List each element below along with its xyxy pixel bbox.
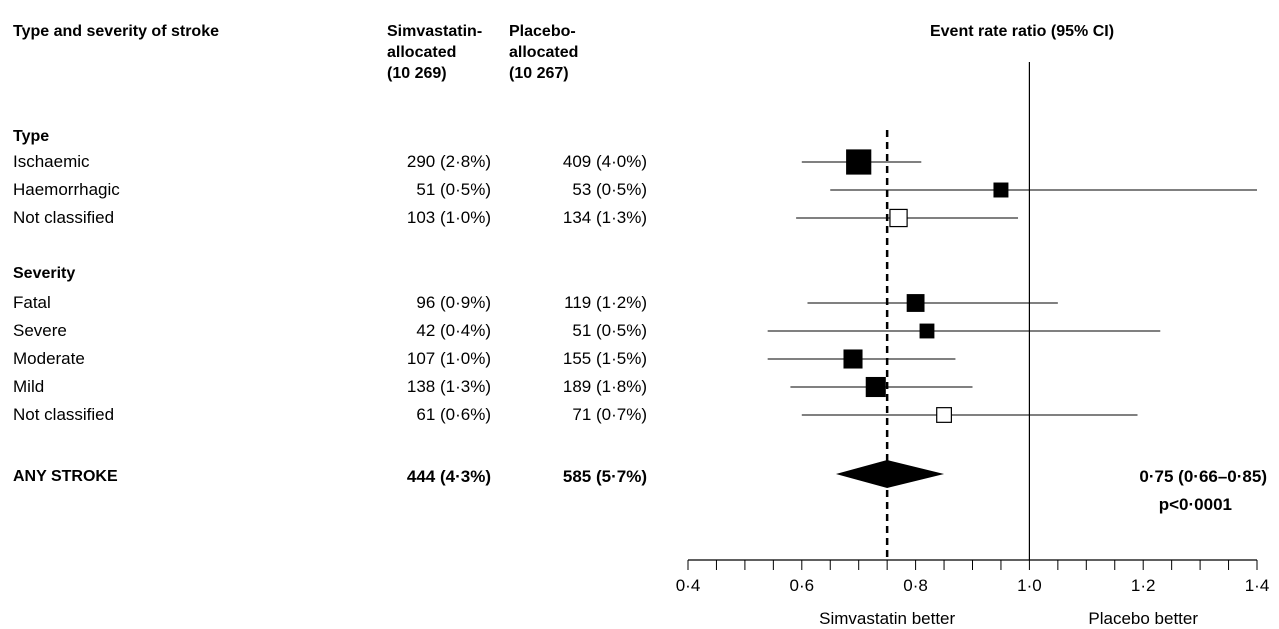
section-heading-severity: Severity — [13, 265, 76, 282]
axis-label-simvastatin-better: Simvastatin better — [819, 609, 955, 628]
row-placebo-ischaemic: 409 (4·0%) — [562, 152, 647, 171]
row-simva-fatal: 96 (0·9%) — [416, 293, 491, 312]
row-label-moderate: Moderate — [13, 349, 85, 368]
row-simva-ischaemic: 290 (2·8%) — [406, 152, 491, 171]
row-label-severe: Severe — [13, 321, 67, 340]
overall-diamond — [835, 460, 945, 488]
row-placebo-severe: 51 (0·5%) — [572, 321, 647, 340]
row-placebo-fatal: 119 (1·2%) — [564, 293, 647, 312]
x-tick-label: 0·8 — [903, 576, 928, 595]
column-header-type: Type and severity of stroke — [13, 23, 219, 40]
chart-title: Event rate ratio (95% CI) — [929, 23, 1115, 40]
summary-p-value: p<0·0001 — [1158, 495, 1232, 514]
x-tick-label: 1·4 — [1245, 576, 1270, 595]
estimate-box — [846, 149, 872, 175]
row-label-haemorrhagic: Haemorrhagic — [13, 180, 120, 199]
row-placebo-moderate: 155 (1·5%) — [562, 349, 647, 368]
row-label-ischaemic: Ischaemic — [13, 152, 90, 171]
estimate-box — [936, 407, 952, 423]
estimate-box — [843, 349, 863, 369]
x-tick-label: 0·6 — [790, 576, 815, 595]
row-label-type-not-classified: Not classified — [13, 208, 115, 227]
simvastatin-header-line-1: Simvastatin- — [387, 23, 483, 40]
estimate-box — [865, 376, 886, 398]
row-simva-severe: 42 (0·4%) — [416, 321, 491, 340]
section-heading-type: Type — [13, 128, 50, 145]
row-simva-mild: 138 (1·3%) — [406, 377, 491, 396]
axis-label-placebo-better: Placebo better — [1088, 609, 1198, 628]
row-label-fatal: Fatal — [13, 293, 51, 312]
row-simva-severity-not-classified: 61 (0·6%) — [416, 405, 491, 424]
row-simva-haemorrhagic: 51 (0·5%) — [416, 180, 491, 199]
x-tick-label: 1·0 — [1017, 576, 1042, 595]
row-placebo-mild: 189 (1·8%) — [562, 377, 647, 396]
row-placebo-any-stroke: 585 (5·7%) — [562, 467, 647, 486]
row-simva-type-not-classified: 103 (1·0%) — [406, 208, 491, 227]
estimate-box — [889, 208, 908, 228]
row-label-severity-not-classified: Not classified — [13, 405, 115, 424]
x-tick-label: 1·2 — [1131, 576, 1156, 595]
row-simva-any-stroke: 444 (4·3%) — [406, 467, 491, 486]
placebo-header-line-1: Placebo- — [509, 23, 576, 40]
placebo-header-line-2: allocated — [509, 44, 579, 61]
row-label-any-stroke: ANY STROKE — [13, 468, 118, 485]
simvastatin-header-line-2: allocated — [387, 44, 457, 61]
estimate-box — [993, 182, 1009, 198]
column-header-simvastatin: Simvastatin- allocated (10 269) — [387, 21, 482, 84]
estimate-box — [919, 323, 935, 339]
x-tick-label: 0·4 — [676, 576, 701, 595]
simvastatin-header-line-3: (10 269) — [387, 65, 447, 82]
estimate-box — [906, 294, 925, 312]
summary-estimate: 0·75 (0·66–0·85) — [1139, 467, 1267, 486]
column-header-placebo: Placebo- allocated (10 267) — [509, 21, 578, 84]
row-label-mild: Mild — [13, 377, 45, 396]
row-placebo-type-not-classified: 134 (1·3%) — [562, 208, 647, 227]
row-placebo-haemorrhagic: 53 (0·5%) — [572, 180, 647, 199]
placebo-header-line-3: (10 267) — [509, 65, 569, 82]
row-placebo-severity-not-classified: 71 (0·7%) — [572, 405, 647, 424]
row-simva-moderate: 107 (1·0%) — [406, 349, 491, 368]
